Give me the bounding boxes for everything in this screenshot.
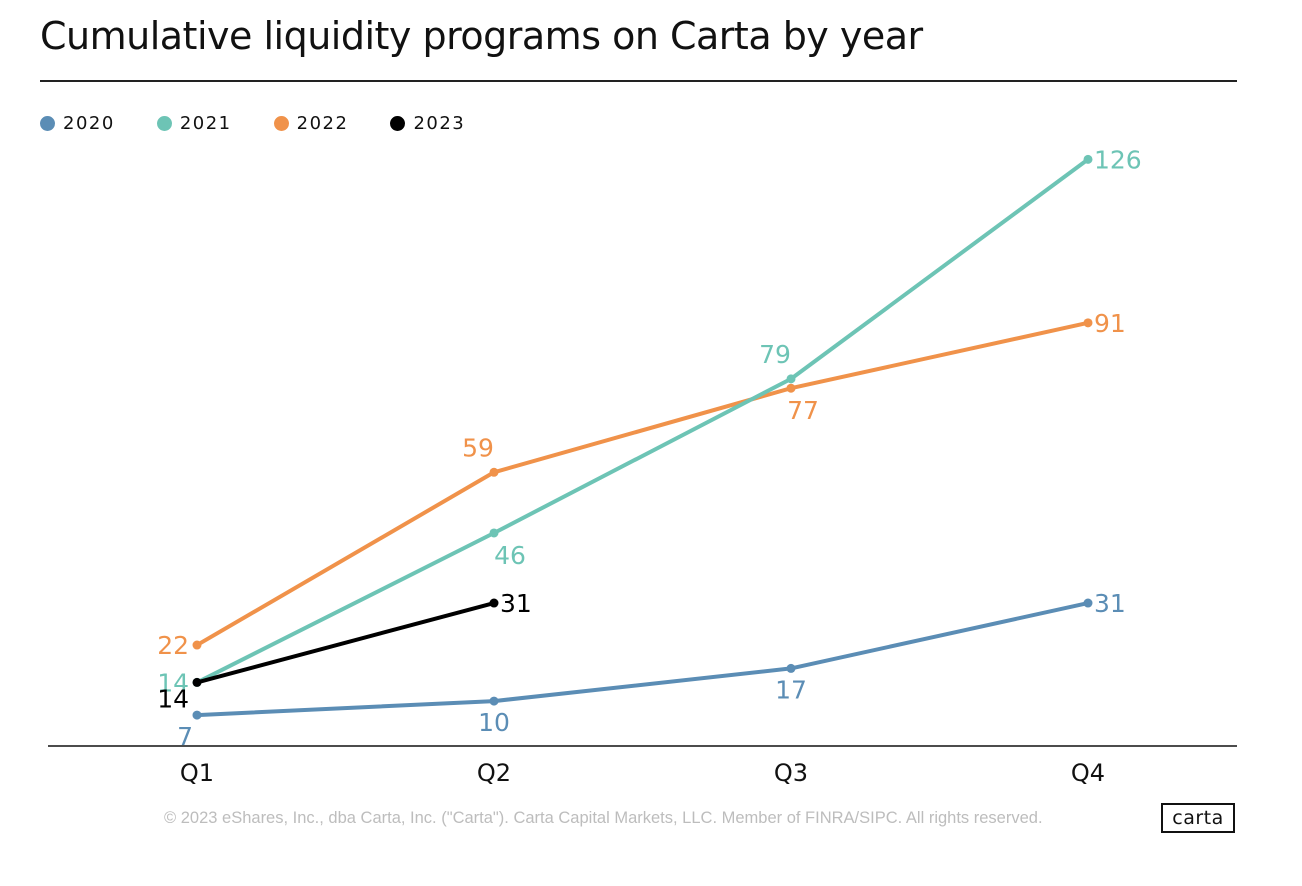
data-point-2023-q2 — [489, 598, 499, 608]
legend-marker-2022 — [273, 116, 289, 131]
data-label-2022-q4: 91 — [1094, 309, 1126, 338]
x-tick-label-q4: Q4 — [1071, 759, 1105, 787]
series-line-2021 — [195, 157, 1090, 685]
data-point-2022-q4 — [1083, 318, 1093, 328]
legend-label-2020: 2020 — [63, 113, 115, 134]
data-label-2020-q3: 17 — [775, 675, 807, 704]
legend-item-2022: 2022 — [273, 113, 349, 134]
data-label-2023-q1: 14 — [157, 684, 189, 713]
legend-label-2022: 2022 — [296, 113, 349, 134]
data-label-2021-q1: 14 — [157, 668, 189, 697]
data-label-2023-q2: 31 — [500, 589, 532, 618]
data-label-2021-q3: 79 — [759, 340, 791, 369]
legend-item-2021: 2021 — [156, 113, 232, 134]
data-point-2021-q2 — [489, 528, 499, 538]
copyright-footer: © 2023 eShares, Inc., dba Carta, Inc. ("… — [164, 809, 1043, 827]
legend-item-2020: 2020 — [40, 113, 115, 134]
data-label-2020-q1: 7 — [177, 722, 193, 751]
data-point-2023-q1 — [192, 677, 202, 687]
series-line-2020 — [195, 601, 1090, 718]
legend-marker-2020 — [40, 116, 55, 131]
data-point-2022-q1 — [192, 640, 202, 650]
series-line-2022 — [195, 320, 1090, 648]
legend-marker-2021 — [156, 116, 172, 131]
data-point-2021-q4 — [1083, 154, 1093, 164]
data-point-2022-q3 — [786, 383, 796, 393]
title-divider — [40, 80, 1237, 82]
chart-title: Cumulative liquidity programs on Carta b… — [40, 14, 923, 58]
series-line-2023 — [195, 601, 496, 685]
chart-legend: 2020 2021 2022 2023 — [40, 113, 507, 134]
x-tick-label-q2: Q2 — [477, 759, 511, 787]
data-label-2022-q3: 77 — [787, 396, 819, 425]
legend-label-2023: 2023 — [413, 113, 466, 134]
legend-item-2023: 2023 — [390, 113, 465, 134]
legend-label-2021: 2021 — [179, 113, 232, 134]
data-label-2021-q4: 126 — [1094, 145, 1142, 174]
data-label-2022-q2: 59 — [462, 433, 494, 462]
data-label-2020-q4: 31 — [1094, 589, 1126, 618]
carta-logo: carta — [1161, 803, 1235, 833]
data-label-2020-q2: 10 — [478, 708, 510, 737]
x-tick-label-q3: Q3 — [774, 759, 808, 787]
data-point-2020-q2 — [489, 696, 499, 706]
data-label-2022-q1: 22 — [157, 631, 189, 660]
data-point-2020-q3 — [786, 663, 796, 673]
legend-marker-2023 — [390, 116, 406, 131]
data-point-2021-q3 — [786, 374, 796, 384]
data-point-2020-q4 — [1083, 598, 1093, 608]
data-label-2021-q2: 46 — [494, 541, 526, 570]
x-tick-label-q1: Q1 — [180, 759, 214, 787]
data-point-2020-q1 — [192, 710, 202, 720]
data-point-2022-q2 — [489, 467, 499, 477]
